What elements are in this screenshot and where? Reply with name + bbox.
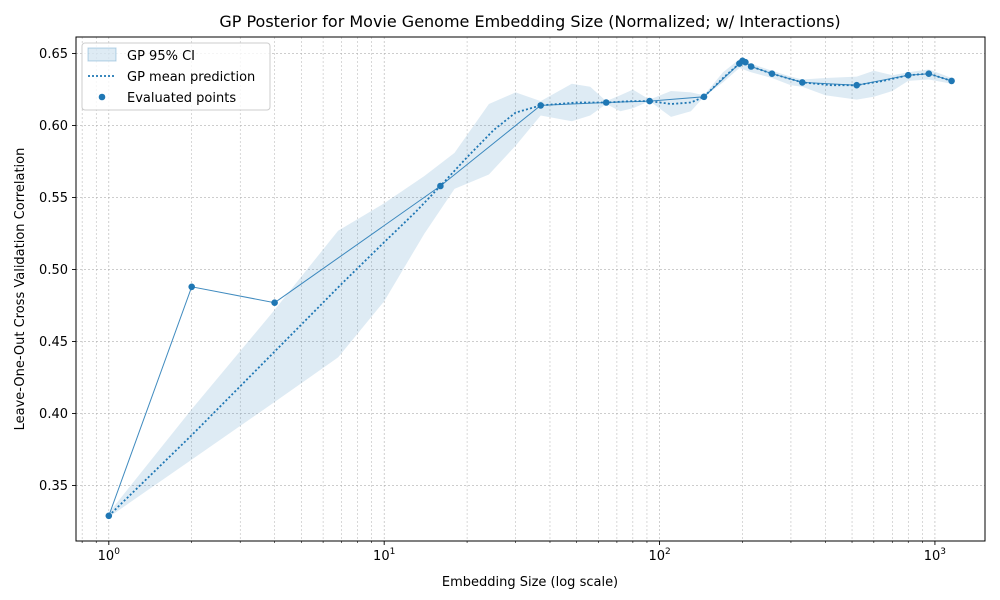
evaluated-point	[742, 58, 749, 66]
evaluated-point	[925, 70, 933, 77]
evaluated-point	[646, 97, 653, 105]
y-tick-label: 0.65	[39, 47, 68, 62]
evaluated-point	[799, 79, 806, 86]
y-tick-label: 0.60	[39, 119, 68, 134]
evaluated-point	[537, 102, 544, 109]
evaluated-point	[853, 81, 860, 89]
y-axis-ticks: 0.35 0.40 0.45 0.50 0.55 0.60 0.65	[39, 47, 76, 494]
evaluated-point	[904, 71, 912, 79]
evaluated-points-layer	[105, 57, 955, 520]
evaluated-point	[700, 93, 708, 101]
legend-mean-label: GP mean prediction	[127, 70, 255, 85]
plot-frame	[75, 36, 986, 542]
legend-points-label: Evaluated points	[127, 91, 236, 106]
y-axis-label: Leave-One-Out Cross Validation Correlati…	[13, 148, 28, 431]
x-axis-label: Embedding Size (log scale)	[442, 575, 618, 590]
gp-mean-line	[108, 61, 952, 517]
evaluated-point	[188, 283, 195, 291]
evaluated-point	[271, 299, 278, 307]
y-tick-label: 0.40	[39, 407, 68, 422]
evaluated-point	[105, 512, 113, 520]
y-tick-label: 0.55	[39, 191, 68, 206]
x-tick-label: 103	[924, 547, 946, 564]
legend-box	[81, 42, 271, 111]
evaluated-point	[747, 63, 755, 70]
x-tick-label: 100	[98, 547, 121, 564]
legend-points-swatch	[98, 93, 106, 101]
chart-title: GP Posterior for Movie Genome Embedding …	[219, 12, 840, 31]
legend-ci-swatch	[87, 47, 117, 62]
evaluated-point	[948, 77, 955, 85]
y-tick-label: 0.45	[39, 335, 68, 350]
evaluated-point	[437, 182, 444, 190]
x-tick-label: 102	[648, 547, 670, 564]
y-tick-label: 0.35	[39, 479, 68, 494]
x-axis-ticks: 100 101 102 103	[81, 541, 946, 564]
x-tick-label: 101	[373, 547, 395, 564]
y-tick-label: 0.50	[39, 263, 68, 278]
evaluated-point	[602, 99, 610, 106]
legend: GP 95% CI GP mean prediction Evaluated p…	[81, 42, 271, 111]
evaluated-point	[768, 70, 776, 77]
grid	[76, 37, 985, 541]
legend-ci-label: GP 95% CI	[127, 49, 195, 64]
